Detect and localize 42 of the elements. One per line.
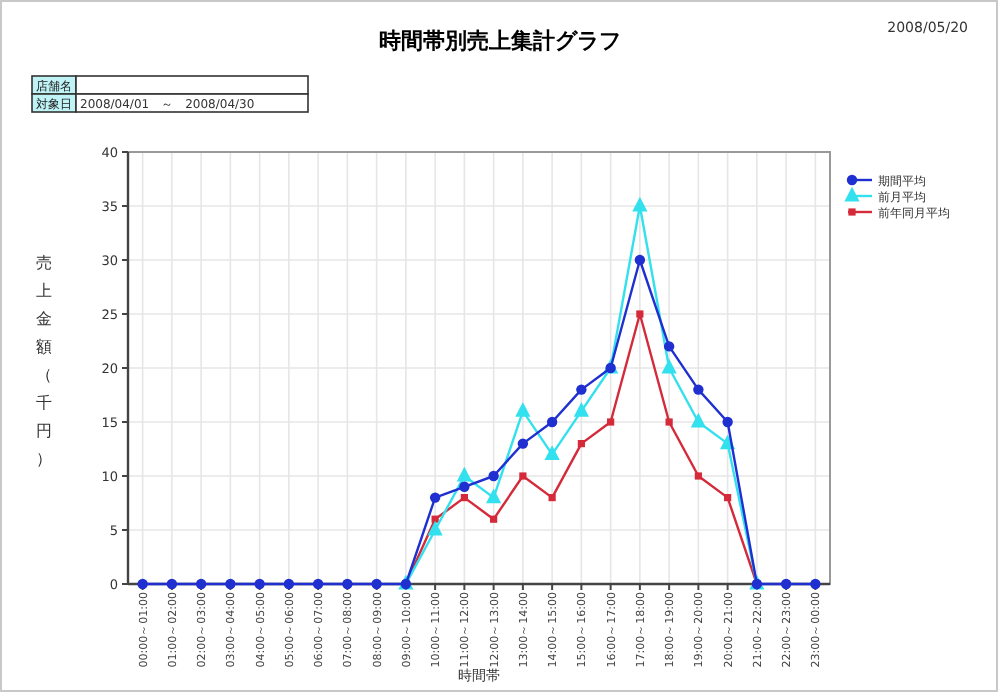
point xyxy=(460,494,468,502)
y-axis-title: 売上金額（千円） xyxy=(36,254,52,468)
point xyxy=(693,384,704,395)
point xyxy=(283,578,295,590)
point xyxy=(427,520,443,536)
point xyxy=(634,254,646,266)
point xyxy=(546,416,558,428)
point xyxy=(519,472,527,480)
point xyxy=(429,492,441,503)
point xyxy=(810,578,821,590)
point xyxy=(515,402,531,417)
point xyxy=(607,418,615,426)
point xyxy=(166,578,178,590)
point xyxy=(225,578,236,590)
point xyxy=(573,402,589,417)
point xyxy=(371,578,382,590)
point xyxy=(724,494,732,502)
point xyxy=(577,440,585,448)
point xyxy=(780,578,792,590)
point xyxy=(486,488,502,504)
point xyxy=(636,310,644,318)
point xyxy=(456,466,472,482)
point xyxy=(548,494,556,502)
point xyxy=(544,445,560,460)
point xyxy=(312,578,324,590)
point xyxy=(254,578,265,590)
point xyxy=(342,578,353,590)
point xyxy=(137,578,148,590)
point xyxy=(488,470,499,482)
point xyxy=(663,341,675,352)
point xyxy=(632,196,648,212)
point xyxy=(195,578,207,590)
point xyxy=(517,438,529,449)
point xyxy=(694,472,702,480)
point xyxy=(459,481,470,492)
point xyxy=(690,412,706,428)
point xyxy=(576,384,587,395)
point xyxy=(722,416,733,428)
point xyxy=(661,358,677,374)
chart-title: 時間帯別売上集計グラフ xyxy=(379,28,621,54)
point xyxy=(490,515,498,523)
point xyxy=(665,418,673,426)
